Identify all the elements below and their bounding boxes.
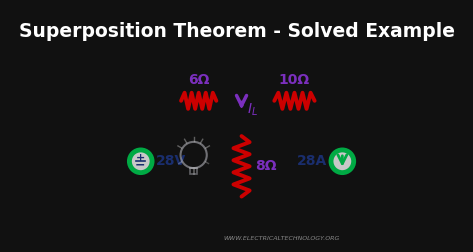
- Text: 28V: 28V: [156, 154, 186, 168]
- Text: −: −: [135, 158, 146, 171]
- Text: 10Ω: 10Ω: [279, 73, 310, 87]
- Text: $I_L$: $I_L$: [246, 101, 257, 118]
- Text: Superposition Theorem - Solved Example: Superposition Theorem - Solved Example: [18, 22, 455, 41]
- Text: +: +: [136, 153, 145, 163]
- Text: 8Ω: 8Ω: [255, 159, 277, 173]
- Text: 28A: 28A: [297, 154, 327, 168]
- Text: WWW.ELECTRICALTECHNOLOGY.ORG: WWW.ELECTRICALTECHNOLOGY.ORG: [224, 236, 340, 241]
- Text: 6Ω: 6Ω: [188, 73, 210, 87]
- Circle shape: [331, 150, 354, 173]
- Circle shape: [130, 150, 152, 173]
